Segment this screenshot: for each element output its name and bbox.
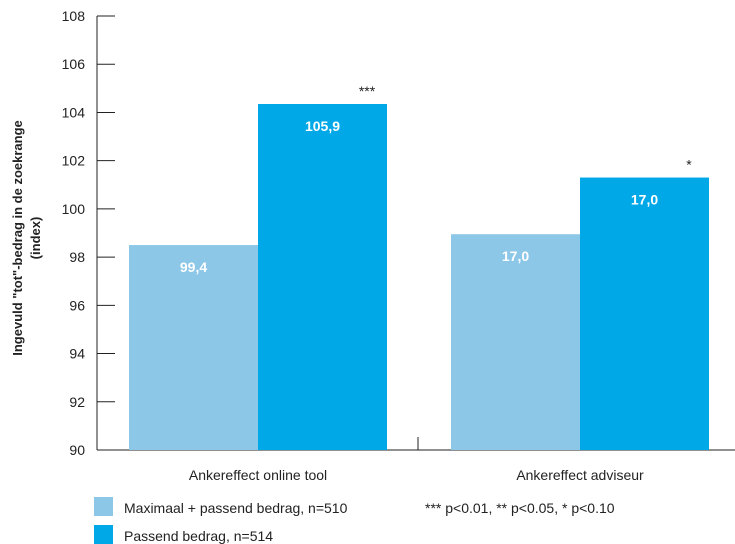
category-labels: Ankereffect online tool Ankereffect advis…	[189, 467, 644, 483]
data-label: 17,0	[502, 248, 529, 264]
y-tick-label: 90	[69, 442, 85, 458]
data-label: 105,9	[305, 118, 340, 134]
x-category-label: Ankereffect adviseur	[516, 467, 644, 483]
y-tick-label: 102	[62, 153, 86, 169]
y-tick-label: 94	[69, 346, 85, 362]
legend: Maximaal + passend bedrag, n=510 Passend…	[94, 497, 615, 544]
bar-passend-1	[258, 104, 387, 450]
y-tick-label: 106	[62, 56, 86, 72]
legend-swatch-maximaal-passend	[94, 497, 113, 516]
y-tick-label: 92	[69, 394, 85, 410]
significance-footnote: *** p<0.01, ** p<0.05, * p<0.10	[425, 500, 615, 516]
bar-passend-2	[580, 177, 709, 451]
significance-marker: ***	[359, 83, 376, 99]
y-tick-label: 96	[69, 297, 85, 313]
y-axis-label: Ingevuld "tot"-bedrag in de zoekrange	[10, 120, 25, 356]
y-ticks: 90 92 94 96 98 100 102 104 106 108	[62, 8, 115, 458]
bar-maximaal-passend-1	[129, 245, 258, 450]
significance-marker: *	[686, 157, 692, 173]
y-tick-label: 104	[62, 104, 86, 120]
data-label: 17,0	[631, 192, 658, 208]
legend-swatch-passend	[94, 525, 113, 544]
y-tick-label: 98	[69, 249, 85, 265]
bar-maximaal-passend-2	[451, 234, 580, 450]
y-tick-label: 108	[62, 8, 86, 24]
data-label: 99,4	[180, 259, 207, 275]
legend-label-maximaal-passend: Maximaal + passend bedrag, n=510	[124, 500, 348, 516]
y-axis-label-line-2: (index)	[28, 217, 43, 260]
y-tick-label: 100	[62, 201, 86, 217]
legend-label-passend: Passend bedrag, n=514	[124, 528, 273, 544]
x-category-label: Ankereffect online tool	[189, 467, 327, 483]
bars: 99,4 105,9 *** 17,0 17,0 *	[129, 83, 709, 451]
